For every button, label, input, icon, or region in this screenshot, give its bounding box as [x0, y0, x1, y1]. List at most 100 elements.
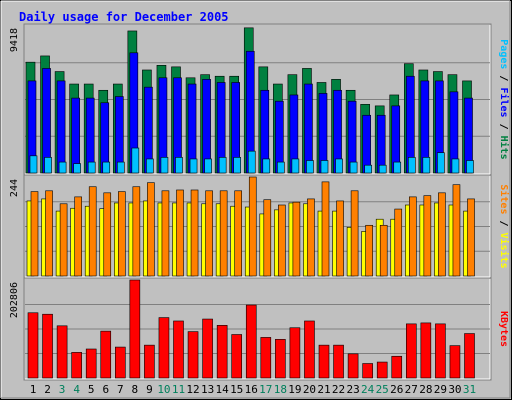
bar-sites	[307, 198, 315, 277]
day-label: 14	[216, 383, 230, 396]
bar-files	[362, 114, 371, 174]
series-legend: KBytes	[498, 311, 509, 347]
series-legend: Pages / Files / Hits	[498, 39, 510, 159]
bar-kbytes	[231, 334, 242, 379]
bar-kbytes	[115, 346, 126, 379]
day-label: 1	[30, 383, 37, 396]
bar-sites	[30, 191, 39, 277]
bar-kbytes	[420, 322, 432, 379]
day-label: 8	[132, 383, 139, 396]
bar-sites	[147, 182, 155, 277]
bars-kbytes	[27, 279, 475, 379]
bar-pages	[175, 157, 183, 174]
bar-sites	[219, 190, 228, 277]
bar-kbytes	[333, 344, 344, 379]
day-label: 12	[186, 383, 199, 396]
bar-pages	[117, 161, 125, 174]
bar-sites	[408, 196, 417, 277]
bar-pages	[320, 160, 329, 174]
bar-kbytes	[245, 304, 257, 379]
day-label: 19	[288, 383, 301, 396]
bar-pages	[393, 161, 402, 174]
bar-pages	[102, 161, 111, 174]
bar-kbytes	[173, 320, 184, 379]
bar-kbytes	[362, 363, 373, 379]
bar-kbytes	[56, 325, 68, 379]
bar-sites	[161, 190, 170, 277]
bar-pages	[131, 147, 140, 174]
bar-kbytes	[347, 353, 359, 379]
bars-hits-files-pages	[25, 27, 474, 174]
chart-panels: 9418 Pages / Files / Hits 244 Sites / Visit…	[9, 23, 510, 381]
day-label: 6	[102, 383, 109, 396]
bar-files	[56, 80, 66, 174]
bar-kbytes	[464, 333, 475, 379]
bar-sites	[423, 195, 432, 277]
bar-sites	[350, 190, 359, 277]
bars-visits-sites	[26, 176, 475, 277]
bar-pages	[262, 158, 271, 174]
bar-kbytes	[289, 327, 301, 379]
bar-kbytes	[275, 339, 286, 379]
day-label: 15	[230, 383, 243, 396]
bar-sites	[176, 189, 184, 277]
bar-sites	[321, 181, 330, 277]
bar-pages	[437, 152, 445, 174]
legend-item: Pages	[498, 39, 509, 69]
day-label: 31	[463, 383, 476, 396]
day-label: 26	[390, 383, 403, 396]
bar-pages	[335, 158, 343, 174]
panel-hits-files-pages: 9418 Pages / Files / Hits	[9, 23, 510, 176]
panel-visits-sites: 244 Sites / Visits	[9, 174, 510, 279]
legend-item: Hits	[498, 136, 510, 160]
bar-pages	[146, 158, 154, 174]
bar-files	[71, 97, 80, 174]
y-max-label: 9418	[9, 28, 20, 52]
legend-item: Visits	[498, 233, 510, 269]
bar-pages	[451, 158, 460, 174]
bar-pages	[378, 164, 387, 174]
bar-kbytes	[158, 317, 170, 379]
bar-files	[85, 97, 95, 174]
bar-sites	[190, 189, 199, 277]
bar-sites	[88, 186, 97, 277]
bar-sites	[45, 190, 53, 277]
bar-pages	[364, 164, 372, 174]
bar-kbytes	[304, 320, 315, 379]
bar-files	[304, 83, 313, 174]
panel-kbytes: 202806 KBytes	[9, 277, 509, 381]
bar-sites	[59, 203, 68, 277]
y-max-label: 244	[9, 179, 20, 197]
day-label: 23	[346, 383, 359, 396]
bar-sites	[118, 191, 126, 277]
bar-kbytes	[85, 348, 97, 379]
bar-pages	[204, 158, 212, 174]
bar-sites	[103, 192, 112, 277]
bar-kbytes	[71, 352, 82, 379]
bar-sites	[394, 208, 403, 277]
bar-pages	[87, 161, 96, 174]
day-label: 3	[59, 383, 66, 396]
bar-sites	[365, 224, 373, 277]
bar-sites	[205, 190, 213, 277]
bar-kbytes	[144, 344, 155, 379]
day-label: 25	[376, 383, 389, 396]
chart-title: Daily usage for December 2005	[19, 10, 229, 24]
bar-sites	[248, 176, 257, 277]
day-label: 28	[419, 383, 432, 396]
day-label: 29	[434, 383, 447, 396]
legend-item: Sites	[498, 184, 510, 214]
day-label: 9	[146, 383, 153, 396]
bar-pages	[29, 155, 38, 174]
day-label: 30	[448, 383, 461, 396]
bar-sites	[278, 204, 286, 277]
bar-kbytes	[187, 331, 199, 379]
bar-sites	[379, 224, 388, 277]
y-max-label: 202806	[9, 282, 20, 318]
bar-kbytes	[202, 318, 213, 379]
series-legend: Sites / Visits	[498, 184, 510, 268]
day-label: 24	[361, 383, 375, 396]
bar-sites	[438, 192, 446, 277]
day-label: 13	[201, 383, 214, 396]
bar-sites	[74, 196, 82, 277]
